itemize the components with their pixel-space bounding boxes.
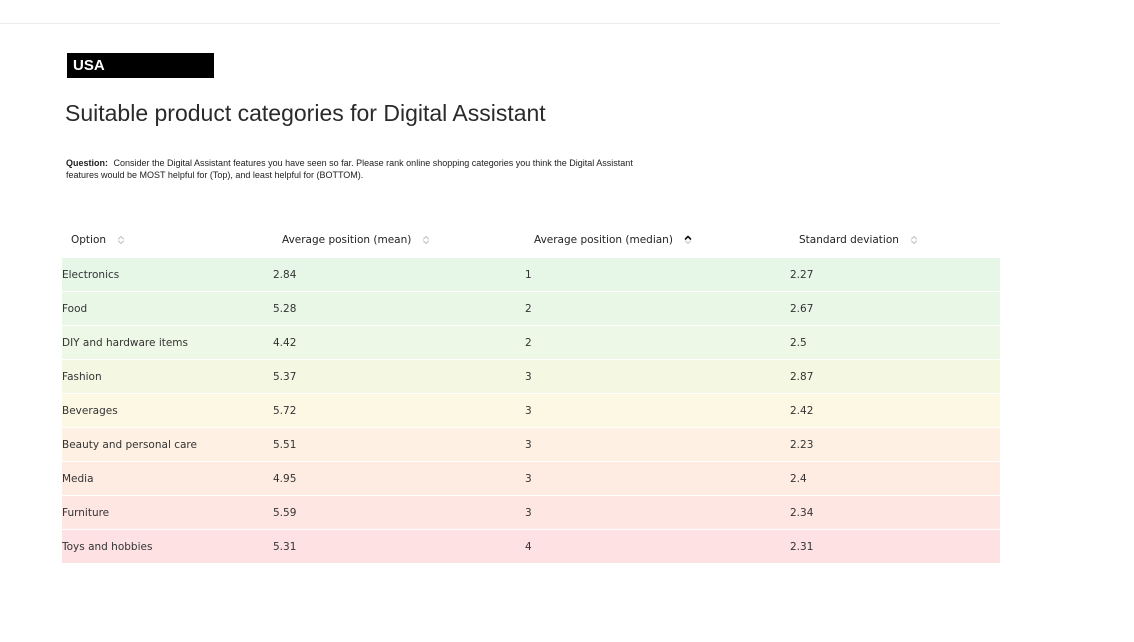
sort-ascending-icon[interactable] — [683, 234, 693, 246]
table-body: Electronics 2.84 1 2.27 Food 5.28 2 2.67 DIY and… — [62, 257, 1000, 563]
mean-cell: 5.72 — [273, 393, 525, 428]
std-dev-cell: 2.27 — [790, 257, 1000, 292]
mean-cell: 5.51 — [273, 427, 525, 462]
mean-cell: 4.95 — [273, 461, 525, 496]
table-row: Food 5.28 2 2.67 — [62, 291, 1000, 326]
column-header-1[interactable]: Option — [62, 222, 273, 258]
median-cell: 2 — [525, 325, 790, 360]
option-cell: Food — [62, 291, 273, 326]
column-header-label: Standard deviation — [799, 233, 899, 246]
table-row: Beverages 5.72 3 2.42 — [62, 393, 1000, 428]
table-row: Electronics 2.84 1 2.27 — [62, 257, 1000, 292]
column-header-label: Average position (median) — [534, 233, 673, 246]
column-header-label: Average position (mean) — [282, 233, 412, 246]
table-row: Toys and hobbies 5.31 4 2.31 — [62, 529, 1000, 563]
table-row: Media 4.95 3 2.4 — [62, 461, 1000, 496]
median-cell: 3 — [525, 495, 790, 530]
option-cell: Beverages — [62, 393, 273, 428]
std-dev-cell: 2.42 — [790, 393, 1000, 428]
option-cell: Toys and hobbies — [62, 529, 273, 563]
median-cell: 4 — [525, 529, 790, 563]
table-header-row: Option Average position (mean) Average pos… — [62, 222, 1000, 258]
option-cell: Furniture — [62, 495, 273, 530]
column-header-content: Average position (mean) — [273, 234, 431, 246]
column-header-2[interactable]: Average position (mean) — [273, 222, 525, 258]
sort-both-icon[interactable] — [909, 234, 919, 246]
option-cell: Electronics — [62, 257, 273, 292]
column-header-content: Standard deviation — [790, 234, 919, 246]
question-body: Consider the Digital Assistant features … — [66, 158, 633, 180]
option-cell: Fashion — [62, 359, 273, 394]
mean-cell: 5.37 — [273, 359, 525, 394]
column-header-content: Average position (median) — [525, 234, 693, 246]
table-row: DIY and hardware items 4.42 2 2.5 — [62, 325, 1000, 360]
column-header-3[interactable]: Average position (median) — [525, 222, 790, 258]
results-table: Option Average position (mean) Average pos… — [62, 222, 1000, 563]
median-cell: 1 — [525, 257, 790, 292]
median-cell: 3 — [525, 393, 790, 428]
option-cell: Beauty and personal care — [62, 427, 273, 462]
table-row: Beauty and personal care 5.51 3 2.23 — [62, 427, 1000, 462]
country-badge: USA — [67, 53, 214, 78]
mean-cell: 2.84 — [273, 257, 525, 292]
mean-cell: 5.28 — [273, 291, 525, 326]
std-dev-cell: 2.87 — [790, 359, 1000, 394]
std-dev-cell: 2.4 — [790, 461, 1000, 496]
median-cell: 3 — [525, 427, 790, 462]
top-divider — [0, 23, 1000, 24]
std-dev-cell: 2.23 — [790, 427, 1000, 462]
question-label: Question: — [66, 158, 108, 168]
median-cell: 3 — [525, 461, 790, 496]
sort-both-icon[interactable] — [116, 234, 126, 246]
option-cell: DIY and hardware items — [62, 325, 273, 360]
mean-cell: 5.59 — [273, 495, 525, 530]
table-row: Fashion 5.37 3 2.87 — [62, 359, 1000, 394]
sort-both-icon[interactable] — [421, 234, 431, 246]
column-header-label: Option — [71, 233, 107, 246]
std-dev-cell: 2.67 — [790, 291, 1000, 326]
median-cell: 3 — [525, 359, 790, 394]
table-row: Furniture 5.59 3 2.34 — [62, 495, 1000, 530]
column-header-4[interactable]: Standard deviation — [790, 222, 1000, 258]
mean-cell: 5.31 — [273, 529, 525, 563]
mean-cell: 4.42 — [273, 325, 525, 360]
page-title: Suitable product categories for Digital … — [65, 100, 546, 126]
column-header-content: Option — [62, 234, 126, 246]
std-dev-cell: 2.31 — [790, 529, 1000, 563]
option-cell: Media — [62, 461, 273, 496]
median-cell: 2 — [525, 291, 790, 326]
std-dev-cell: 2.34 — [790, 495, 1000, 530]
question-text-block: Question: Consider the Digital Assistant… — [66, 157, 656, 181]
std-dev-cell: 2.5 — [790, 325, 1000, 360]
